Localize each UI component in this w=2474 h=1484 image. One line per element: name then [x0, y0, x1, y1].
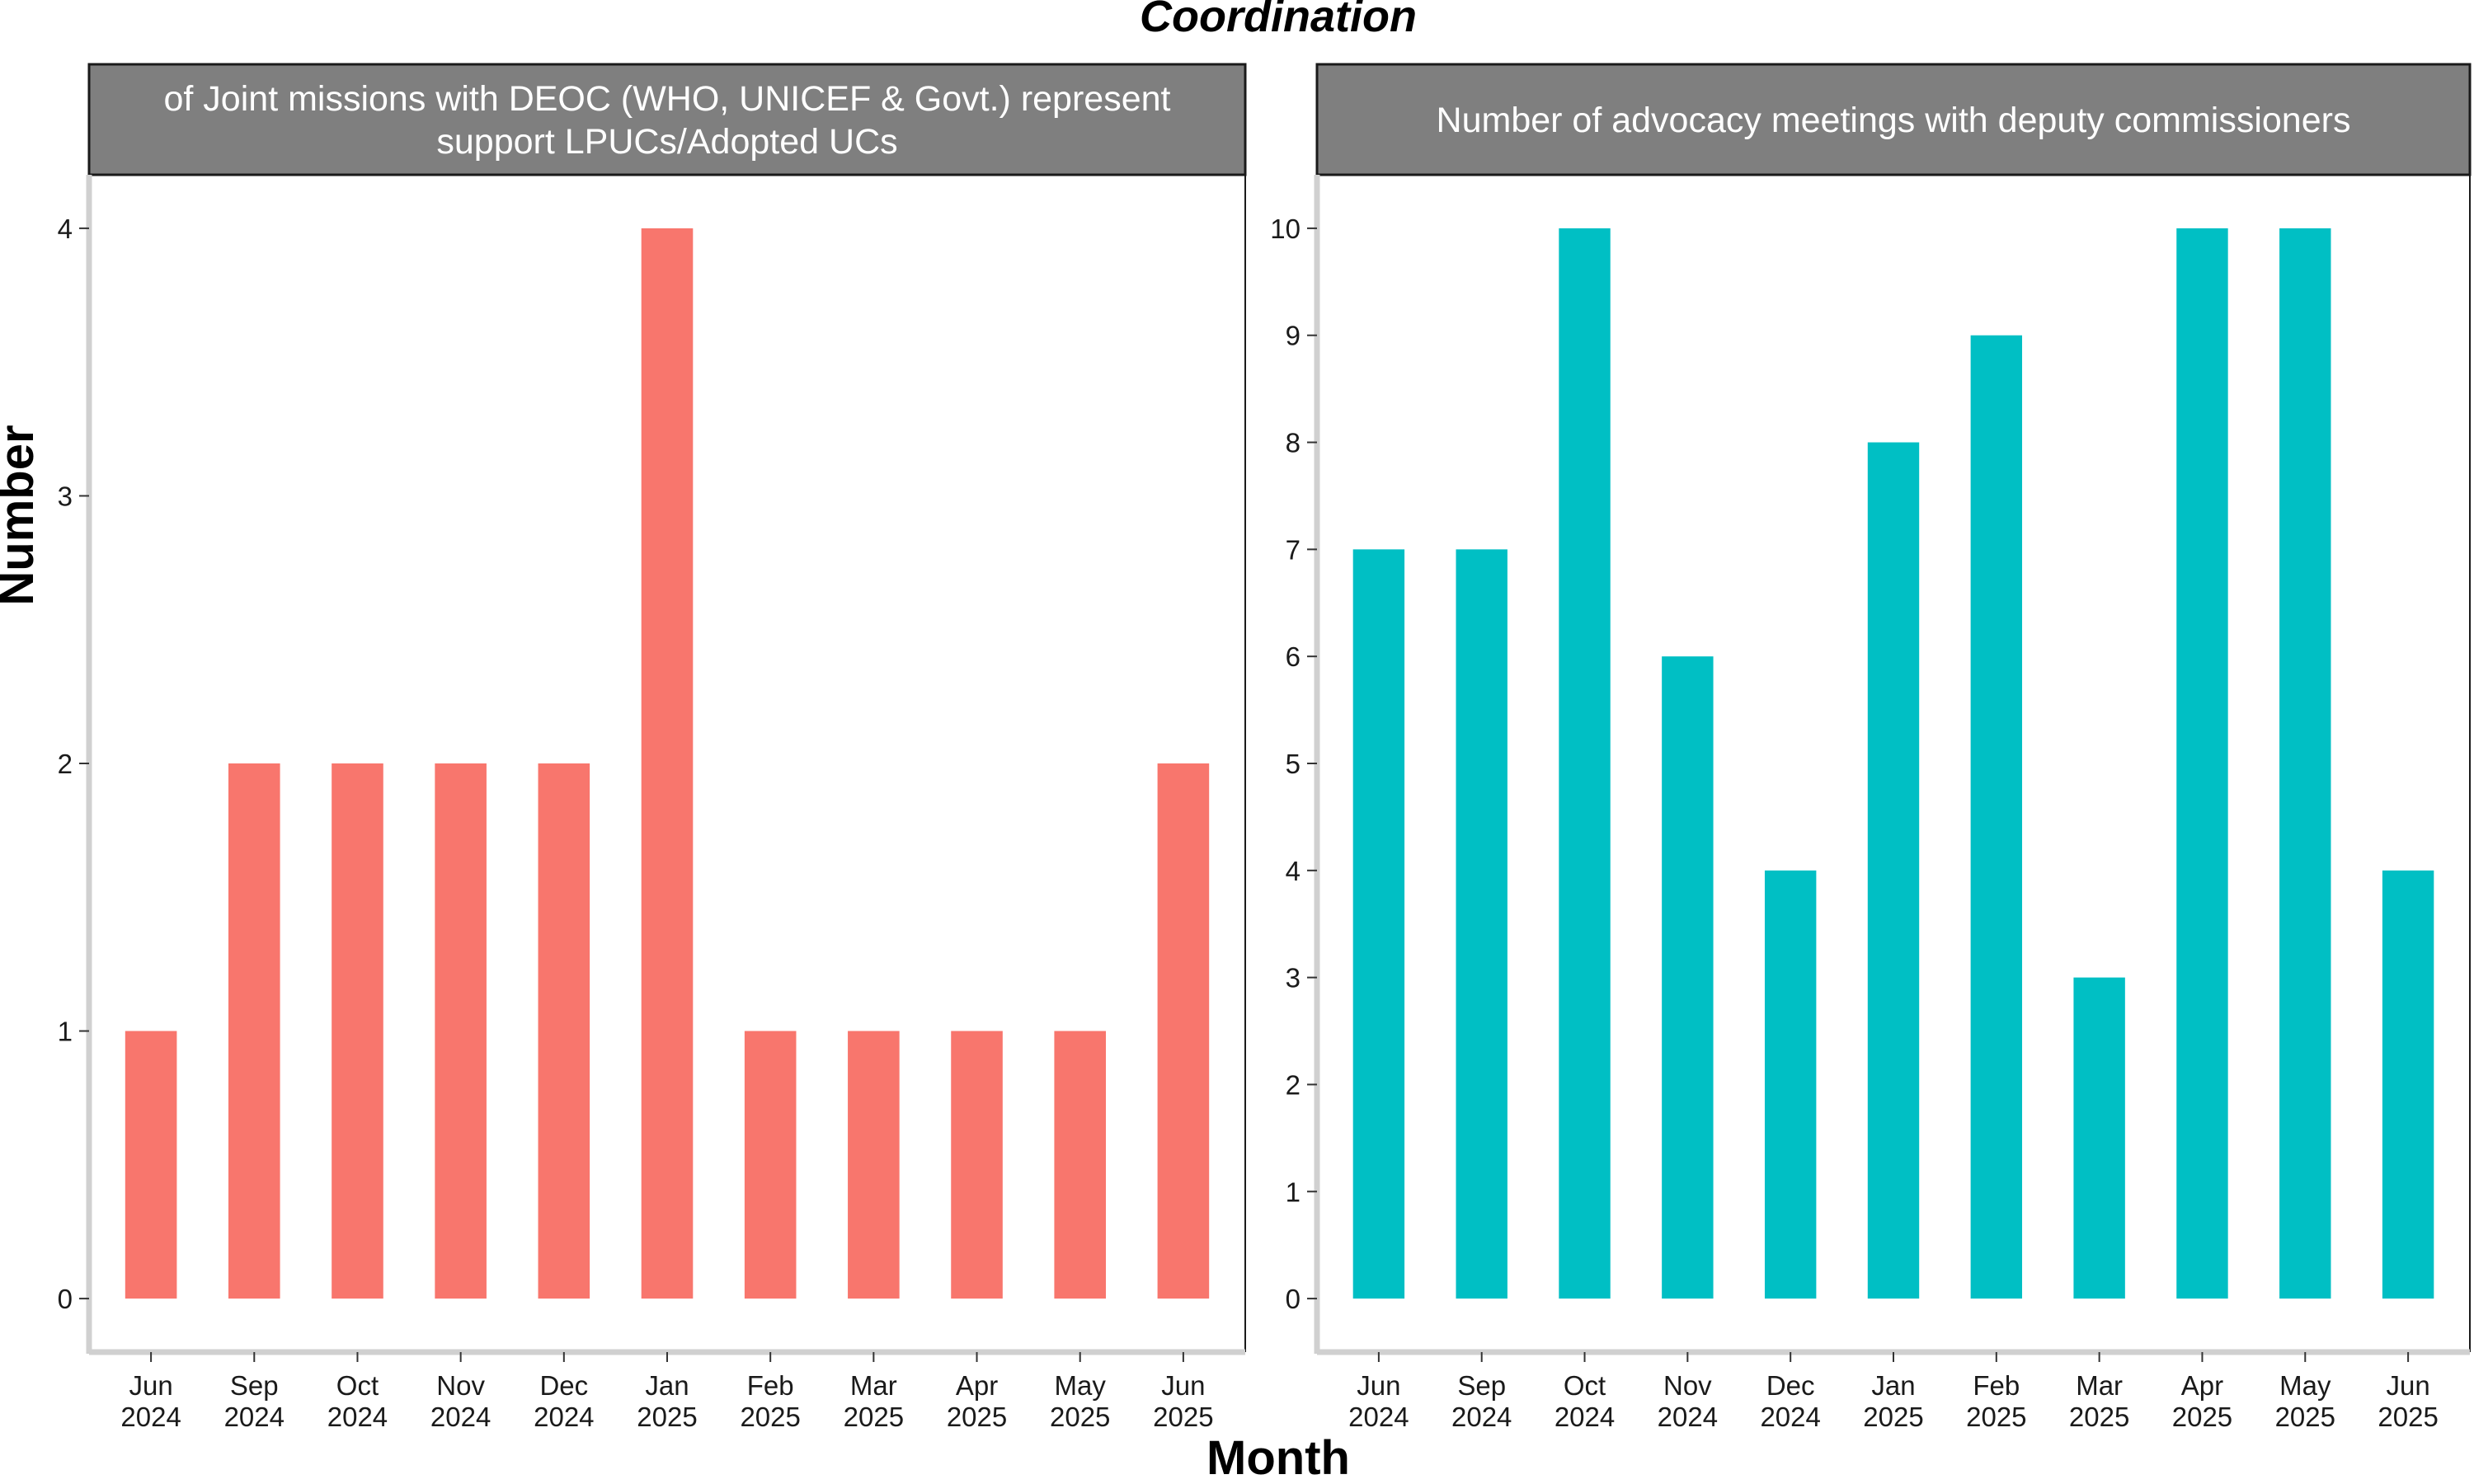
x-tick-label-month: Jun	[1357, 1370, 1400, 1401]
bar	[2382, 870, 2434, 1299]
x-tick-label-year: 2024	[1760, 1402, 1820, 1432]
facet-title-line-1: Number of advocacy meetings with deputy …	[1437, 101, 2351, 140]
x-tick-label-year: 2025	[2378, 1402, 2438, 1432]
x-tick-label-year: 2025	[844, 1402, 904, 1432]
x-tick-label-month: Mar	[2076, 1370, 2123, 1401]
y-tick-label: 9	[1286, 321, 1300, 351]
bar	[1662, 656, 1714, 1299]
x-tick-label-month: Nov	[1663, 1370, 1712, 1401]
facet-panels: of Joint missions with DEOC (WHO, UNICEF…	[58, 63, 2472, 1432]
bar	[641, 228, 694, 1299]
x-tick-label-year: 2024	[1348, 1402, 1409, 1432]
y-tick-label: 1	[58, 1017, 73, 1047]
x-tick-label-year: 2025	[2275, 1402, 2335, 1432]
x-tick-label-month: Apr	[2181, 1370, 2223, 1401]
x-tick-label-year: 2024	[327, 1402, 388, 1432]
x-tick-label-month: Feb	[747, 1370, 794, 1401]
x-tick-label-year: 2024	[534, 1402, 594, 1432]
x-tick-label-year: 2025	[1863, 1402, 1923, 1432]
x-tick-label-year: 2024	[1554, 1402, 1615, 1432]
x-tick-label-year: 2025	[947, 1402, 1007, 1432]
x-tick-label-month: Jun	[1161, 1370, 1205, 1401]
bar	[1970, 335, 2023, 1299]
x-tick-label-year: 2025	[1966, 1402, 2026, 1432]
y-tick-label: 1	[1286, 1176, 1300, 1207]
y-axis-label: Number	[0, 425, 44, 605]
y-tick-label: 8	[1286, 428, 1300, 458]
x-tick-label-month: Jun	[129, 1370, 172, 1401]
bar	[538, 763, 590, 1299]
x-tick-label-month: Jan	[1871, 1370, 1915, 1401]
x-tick-label-month: Sep	[230, 1370, 279, 1401]
bar	[1559, 228, 1611, 1299]
y-tick-label: 3	[1286, 963, 1300, 993]
x-tick-label-year: 2024	[224, 1402, 285, 1432]
x-tick-label-month: Jun	[2386, 1370, 2429, 1401]
bar	[1456, 549, 1507, 1299]
y-tick-label: 4	[1286, 856, 1300, 886]
facet-title-line-1: of Joint missions with DEOC (WHO, UNICEF…	[164, 79, 1171, 119]
x-tick-label-month: Oct	[336, 1370, 379, 1401]
bar	[1157, 763, 1210, 1299]
y-tick-label: 5	[1286, 749, 1300, 779]
x-tick-label-month: Jan	[645, 1370, 689, 1401]
bar	[1054, 1031, 1107, 1299]
y-tick-label: 2	[1286, 1069, 1300, 1100]
bar	[848, 1031, 900, 1299]
y-tick-label: 0	[58, 1284, 73, 1314]
x-tick-label-year: 2024	[120, 1402, 181, 1432]
x-tick-label-year: 2025	[2069, 1402, 2129, 1432]
x-tick-label-month: Sep	[1457, 1370, 1506, 1401]
bar	[2073, 977, 2125, 1299]
bar	[332, 763, 383, 1299]
x-tick-label-month: May	[2279, 1370, 2331, 1401]
facet-strip	[1315, 63, 2472, 176]
facet-title-line-2: support LPUCs/Adopted UCs	[436, 122, 897, 162]
x-tick-label-month: Dec	[1766, 1370, 1815, 1401]
x-tick-label-month: Oct	[1564, 1370, 1606, 1401]
bar	[2176, 228, 2228, 1299]
x-tick-label-month: Apr	[956, 1370, 998, 1401]
x-axis-label: Month	[1206, 1431, 1350, 1484]
x-tick-label-year: 2025	[637, 1402, 697, 1432]
y-tick-label: 4	[58, 214, 73, 244]
bar	[435, 763, 487, 1299]
bar	[1352, 549, 1405, 1299]
y-tick-label: 2	[58, 749, 73, 779]
x-tick-label-month: Feb	[1973, 1370, 2020, 1401]
x-tick-label-year: 2024	[1451, 1402, 1512, 1432]
x-tick-label-year: 2024	[430, 1402, 491, 1432]
facet-panel-1: of Joint missions with DEOC (WHO, UNICEF…	[58, 63, 1247, 1432]
bar	[125, 1031, 177, 1299]
facet-panel-2: Number of advocacy meetings with deputy …	[1270, 63, 2472, 1432]
bar	[951, 1031, 1003, 1299]
x-tick-label-month: Dec	[539, 1370, 588, 1401]
figure-title: Coordination	[1140, 0, 1417, 41]
x-tick-label-year: 2025	[740, 1402, 800, 1432]
y-tick-label: 3	[58, 481, 73, 511]
bar	[2279, 228, 2331, 1299]
y-tick-label: 6	[1286, 641, 1300, 672]
bar	[744, 1031, 797, 1299]
x-tick-label-year: 2024	[1658, 1402, 1718, 1432]
bar	[228, 763, 280, 1299]
y-tick-label: 0	[1286, 1284, 1300, 1314]
x-tick-label-month: May	[1055, 1370, 1107, 1401]
x-tick-label-month: Nov	[436, 1370, 485, 1401]
x-tick-label-year: 2025	[1050, 1402, 1110, 1432]
x-tick-label-year: 2025	[2172, 1402, 2232, 1432]
x-tick-label-year: 2025	[1153, 1402, 1213, 1432]
bar	[1764, 870, 1817, 1299]
bar	[1867, 442, 1920, 1299]
x-tick-label-month: Mar	[850, 1370, 897, 1401]
y-tick-label: 10	[1270, 214, 1300, 244]
facet-strip	[87, 63, 1247, 176]
y-tick-label: 7	[1286, 534, 1300, 565]
